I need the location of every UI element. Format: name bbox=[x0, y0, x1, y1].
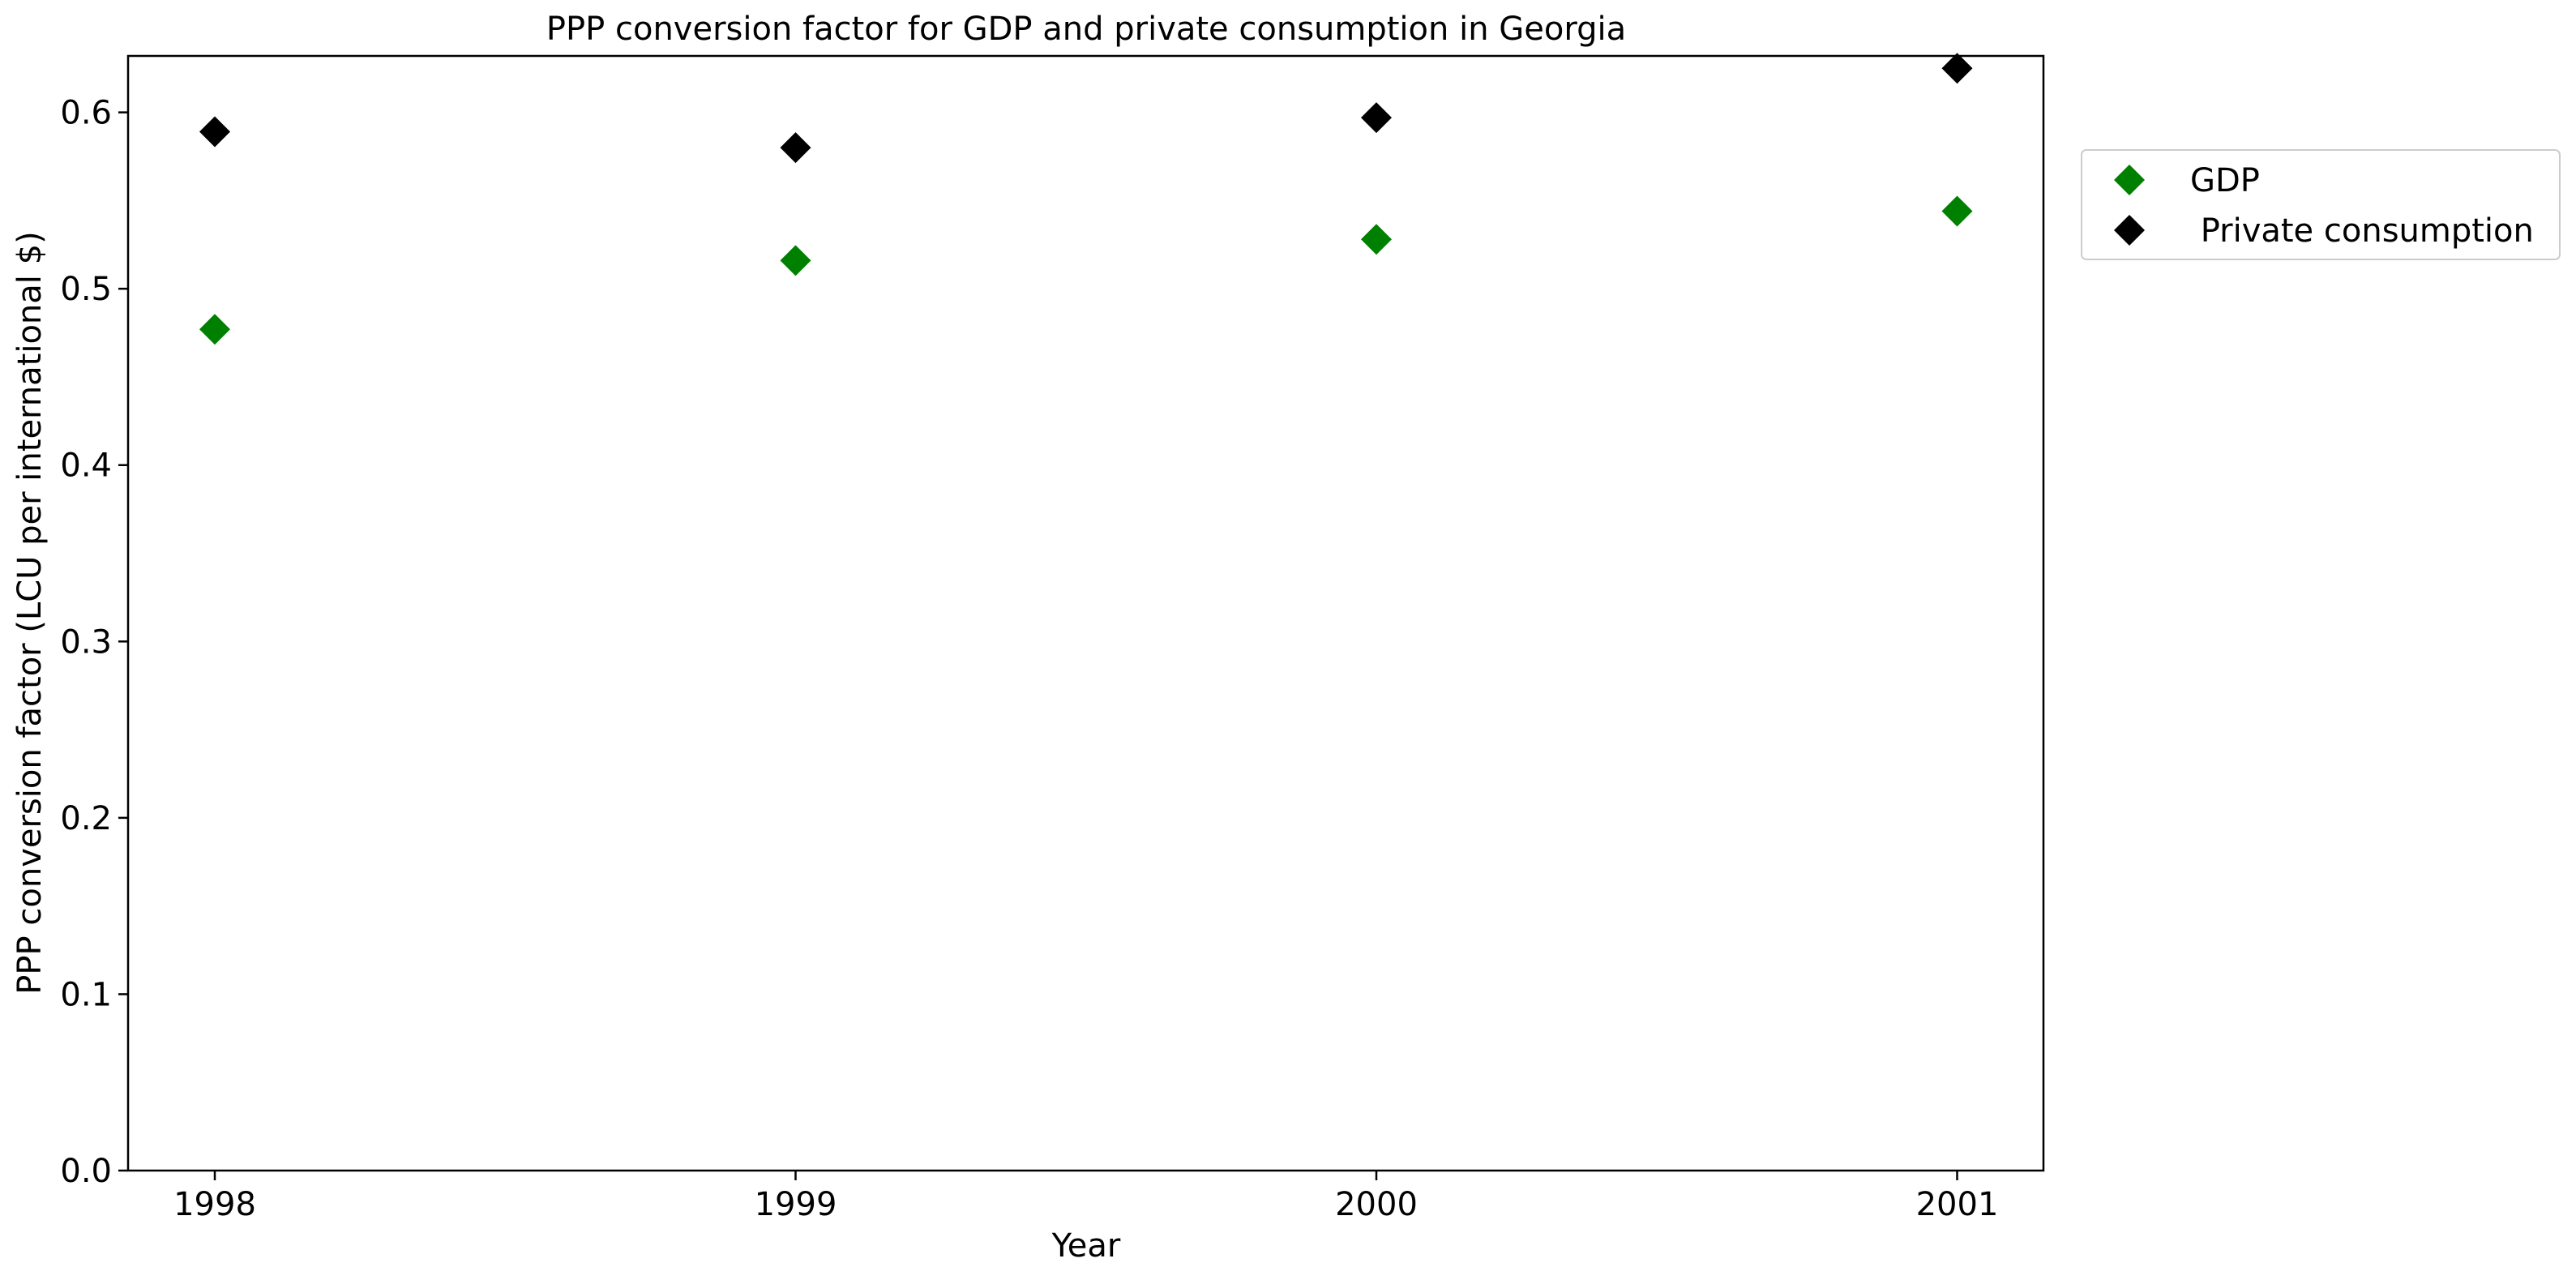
legend-box bbox=[2081, 149, 2561, 260]
y-axis: 0.0 0.1 0.2 0.3 0.4 0.5 0.6 bbox=[60, 95, 128, 1190]
x-tick-label: 1999 bbox=[755, 1186, 837, 1223]
data-points bbox=[199, 53, 1973, 345]
gdp-point bbox=[199, 314, 230, 345]
legend-label: Private consumption bbox=[2190, 212, 2534, 250]
private-consumption-point bbox=[780, 132, 811, 164]
y-tick-label: 0.4 bbox=[60, 447, 112, 485]
y-tick-label: 0.1 bbox=[60, 976, 112, 1013]
x-tick-label: 2000 bbox=[1335, 1186, 1418, 1223]
y-tick-label: 0.0 bbox=[60, 1153, 112, 1190]
y-tick-label: 0.5 bbox=[60, 271, 112, 308]
private-consumption-point bbox=[1941, 53, 1973, 84]
gdp-point bbox=[1941, 195, 1973, 227]
x-tick-label: 1998 bbox=[173, 1186, 256, 1223]
legend: GDP Private consumption bbox=[2081, 149, 2561, 260]
plot-area bbox=[126, 54, 2045, 1172]
legend-label: GDP bbox=[2190, 162, 2260, 199]
y-axis-label: PPP conversion factor (LCU per internati… bbox=[11, 231, 49, 994]
legend-marker bbox=[2114, 215, 2145, 246]
chart-title: PPP conversion factor for GDP and privat… bbox=[546, 11, 1626, 48]
x-tick-label: 2001 bbox=[1916, 1186, 1999, 1223]
x-axis: 1998 1999 2000 2001 bbox=[173, 1171, 1998, 1223]
private-consumption-point bbox=[199, 116, 230, 148]
gdp-point bbox=[1361, 224, 1392, 255]
private-consumption-point bbox=[1361, 102, 1392, 134]
x-axis-label: Year bbox=[1051, 1227, 1121, 1265]
y-tick-label: 0.6 bbox=[60, 95, 112, 132]
y-tick-label: 0.3 bbox=[60, 623, 112, 661]
y-tick-label: 0.2 bbox=[60, 800, 112, 837]
legend-marker bbox=[2114, 165, 2145, 195]
gdp-point bbox=[780, 245, 811, 276]
